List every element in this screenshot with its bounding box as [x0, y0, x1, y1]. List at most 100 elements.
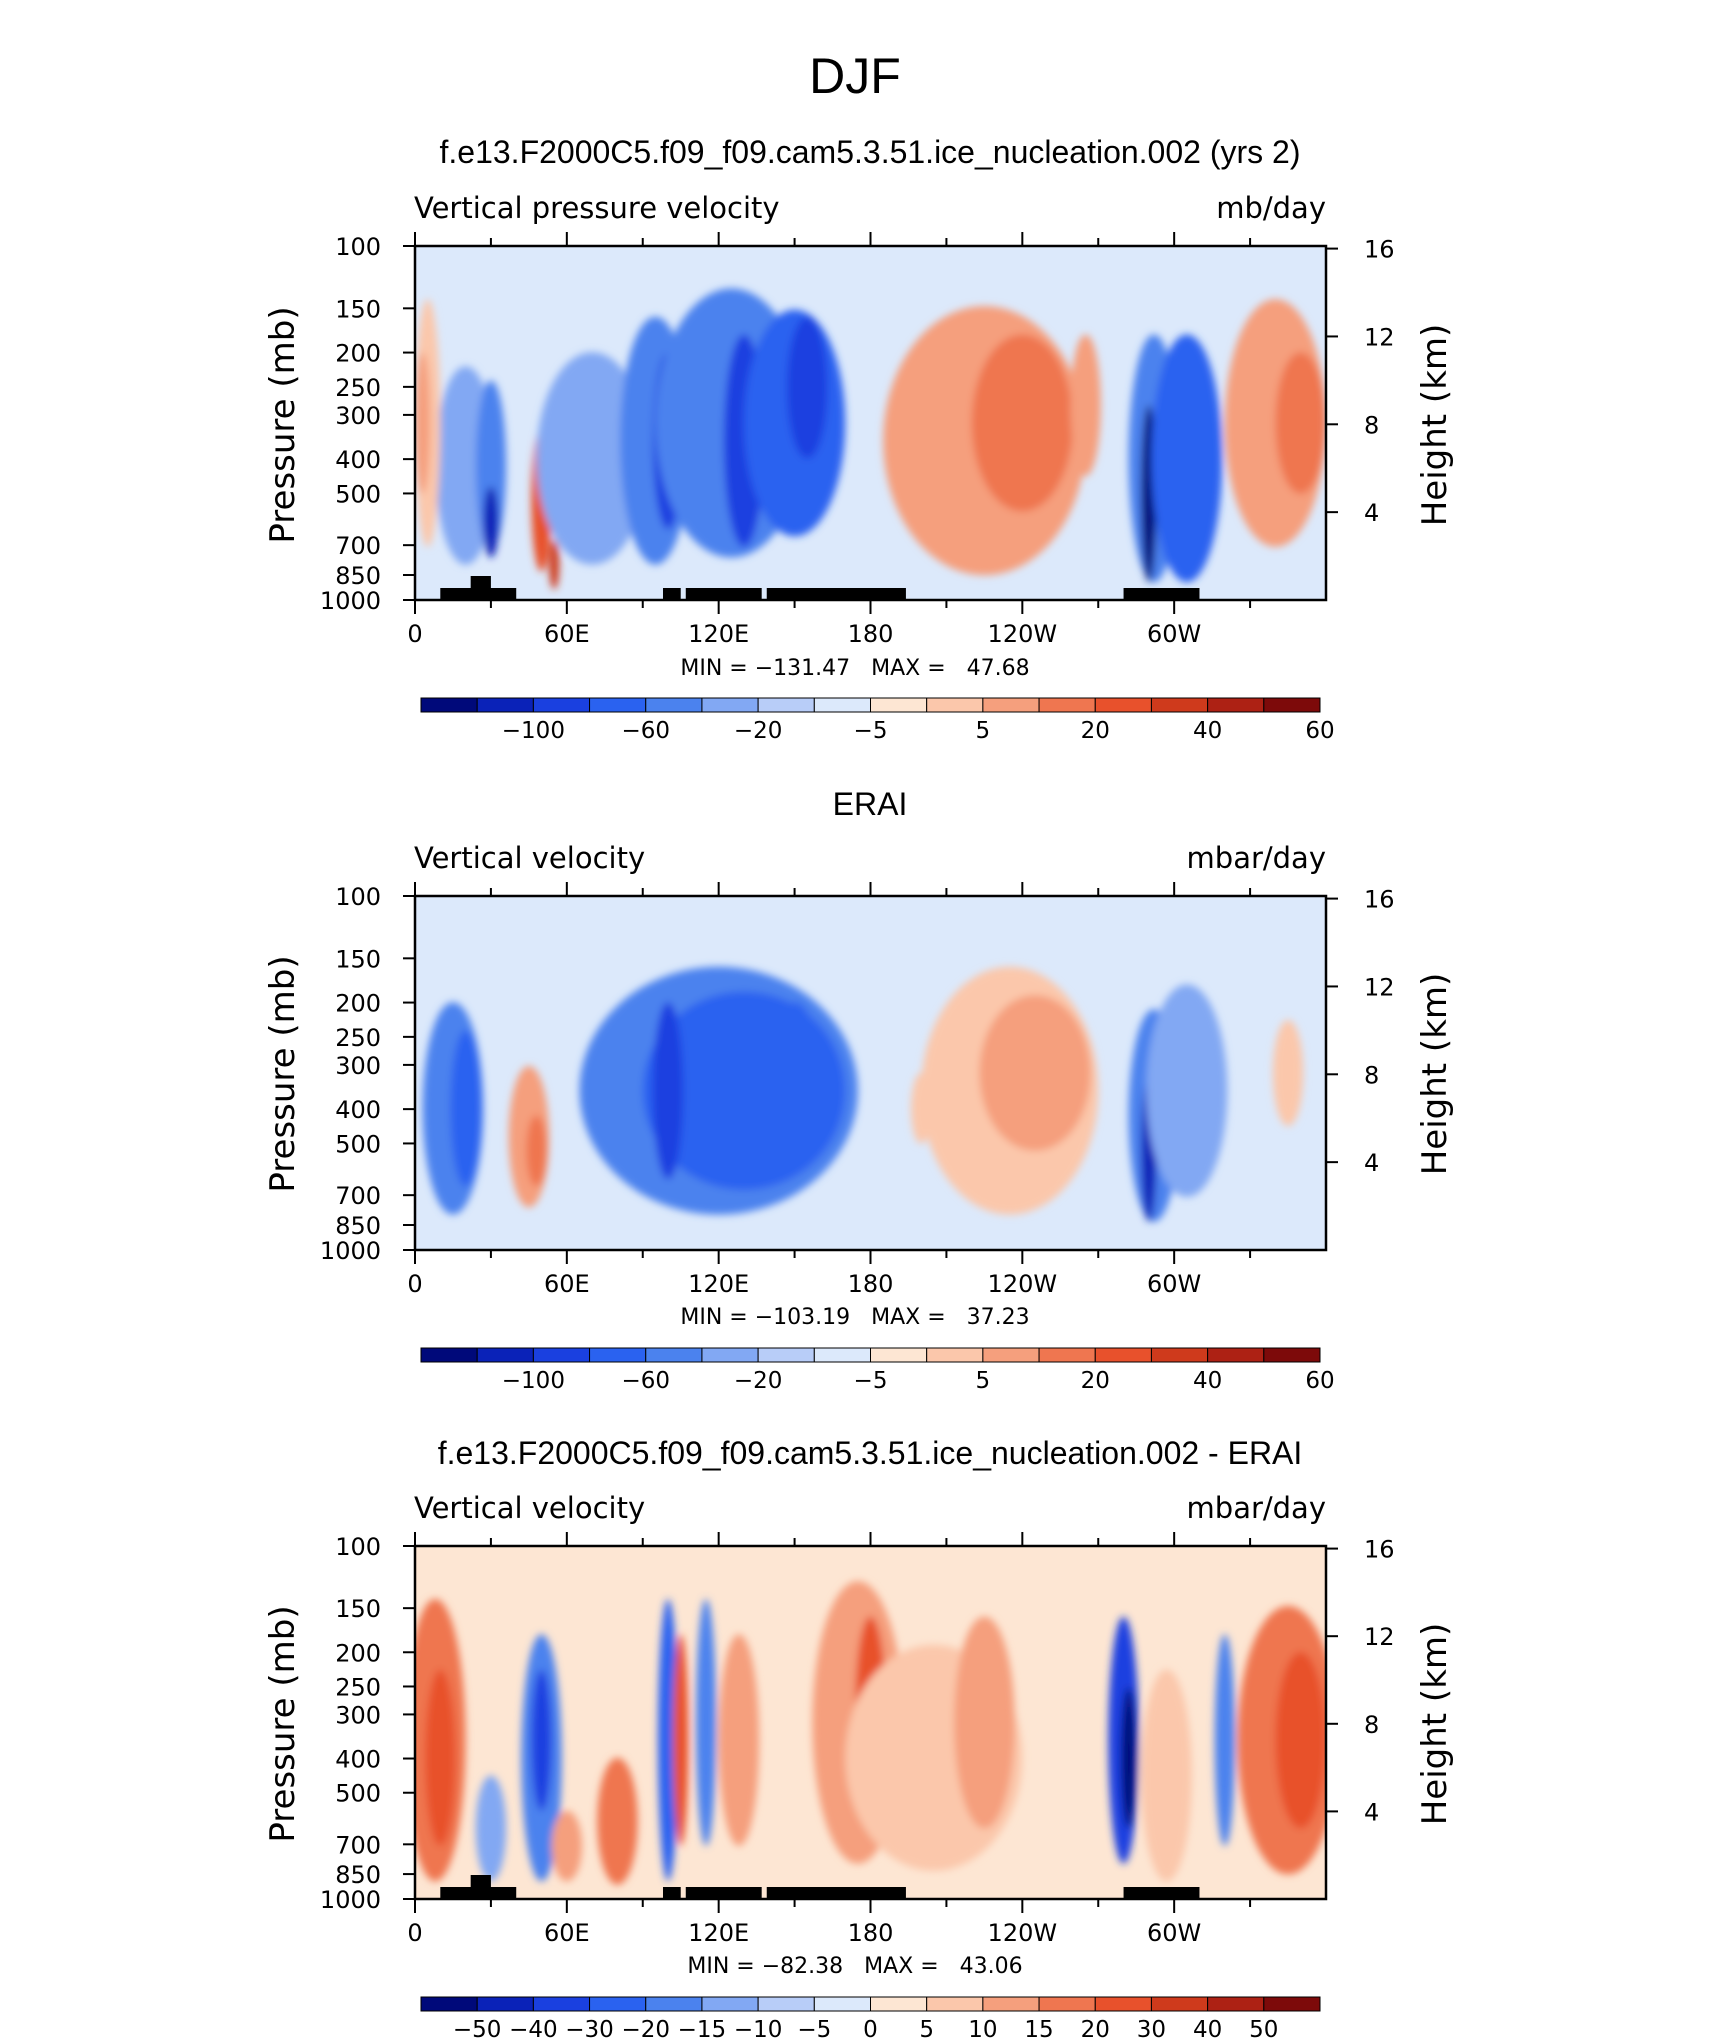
field-contour [549, 539, 560, 590]
colorbar-label: −15 [678, 2017, 727, 2038]
colorbar: −100 −60 −20 −5 5 20 40 60 [420, 1347, 1335, 1394]
colorbar-label: −5 [854, 718, 888, 744]
colorbar-swatch [813, 1996, 871, 2012]
y-tick-label: 700 [335, 1831, 381, 1859]
colorbar-label: −20 [734, 718, 783, 744]
field-contour [954, 1616, 1015, 1829]
y2-axis-label: Height (km) [1415, 1623, 1455, 1826]
y-tick-label: 100 [335, 883, 381, 911]
colorbar-label: 5 [976, 718, 991, 744]
x-tick-label: 60E [544, 620, 590, 648]
y-tick-label: 700 [335, 532, 381, 560]
colorbar-label: −20 [734, 1368, 783, 1394]
colorbar-swatch [701, 1347, 759, 1363]
colorbar-swatch [645, 697, 703, 713]
colorbar-swatch [1038, 697, 1096, 713]
colorbar-swatch [982, 697, 1040, 713]
colorbar-label: 40 [1193, 1368, 1222, 1394]
land-mask [440, 1887, 517, 1899]
field-contour [1151, 334, 1223, 583]
colorbar-swatch [476, 1347, 534, 1363]
field-contour [1121, 1687, 1137, 1829]
variable-label: Vertical velocity [414, 1491, 645, 1525]
field-contour [425, 1669, 456, 1847]
y2-tick-label: 12 [1364, 973, 1395, 1001]
colorbar-swatch [1038, 1996, 1096, 2012]
y2-tick-label: 4 [1364, 499, 1379, 527]
y-tick-label: 500 [335, 1780, 381, 1808]
field-contour [1214, 1634, 1235, 1847]
colorbar-swatch [1094, 697, 1152, 713]
colorbar-label: 5 [976, 1368, 991, 1394]
colorbar-swatch [1038, 1347, 1096, 1363]
field-contour [475, 380, 507, 551]
colorbar-label: 60 [1305, 1368, 1334, 1394]
field-contour [450, 1030, 481, 1187]
colorbar-label: 10 [968, 2017, 997, 2038]
colorbar-label: 20 [1081, 1368, 1110, 1394]
y-tick-label: 200 [335, 990, 381, 1018]
colorbar-swatch [645, 1996, 703, 2012]
land-mask [685, 1887, 762, 1899]
y-tick-label: 850 [335, 1861, 381, 1889]
colorbar-label: −100 [502, 718, 565, 744]
colorbar-swatch [982, 1996, 1040, 2012]
min-max-stats: MIN = −103.19 MAX = 37.23 [680, 1305, 1029, 1330]
y2-tick-label: 8 [1364, 411, 1379, 439]
panel-3: f.e13.F2000C5.f09_f09.cam5.3.51.ice_nucl… [263, 1435, 1455, 2038]
field-contour [536, 352, 648, 565]
units-label: mb/day [1216, 191, 1326, 225]
land-mask [766, 588, 906, 600]
y2-tick-label: 16 [1364, 236, 1395, 264]
min-max-stats: MIN = −82.38 MAX = 43.06 [687, 1954, 1022, 1979]
x-tick-label: 120E [688, 620, 749, 648]
colorbar-label: −10 [734, 2017, 783, 2038]
land-mask [470, 576, 491, 590]
colorbar-swatch [589, 1347, 647, 1363]
land-mask [685, 588, 762, 600]
x-ticks: 0 60E 120E 180 120W 60W [407, 882, 1252, 1298]
x-tick-label: 180 [848, 620, 894, 648]
x-tick-label: 60W [1147, 1919, 1201, 1947]
x-ticks: 0 60E 120E 180 120W 60W [407, 232, 1252, 648]
colorbar: −100 −60 −20 −5 5 20 40 60 [420, 697, 1335, 744]
colorbar-swatch [1263, 1347, 1321, 1363]
colorbar-swatch [532, 1347, 591, 1363]
field [415, 1546, 1326, 1899]
variable-label: Vertical pressure velocity [414, 191, 780, 225]
y-tick-label: 700 [335, 1182, 381, 1210]
field-contour [415, 352, 431, 494]
colorbar-swatch [1094, 1347, 1152, 1363]
x-tick-label: 120W [988, 1270, 1058, 1298]
colorbar-label: 15 [1024, 2017, 1053, 2038]
colorbar-swatch [532, 1996, 591, 2012]
field-contour [657, 1598, 679, 1882]
x-tick-label: 60E [544, 1270, 590, 1298]
colorbar-label: −40 [509, 2017, 558, 2038]
colorbar-swatch [1207, 697, 1265, 713]
colorbar-swatch [1150, 1996, 1209, 2012]
y-tick-label: 500 [335, 1130, 381, 1158]
colorbar-label: 50 [1249, 2017, 1278, 2038]
field-contour [786, 316, 828, 459]
y2-tick-label: 16 [1364, 886, 1395, 914]
colorbar-label: −20 [621, 2017, 670, 2038]
y2-tick-label: 12 [1364, 323, 1395, 351]
field-contour [769, 1002, 820, 1144]
panel-title: f.e13.F2000C5.f09_f09.cam5.3.51.ice_nucl… [440, 134, 1301, 170]
colorbar-swatch [757, 1347, 815, 1363]
land-mask [662, 1887, 681, 1899]
field-contour [695, 1598, 717, 1847]
x-tick-label: 120E [688, 1919, 749, 1947]
field [415, 246, 1326, 600]
y-tick-label: 300 [335, 402, 381, 430]
field-contour [1275, 1651, 1326, 1829]
field-contour [597, 1757, 638, 1885]
y-axis-label: Pressure (mb) [263, 955, 303, 1192]
colorbar-label: 40 [1193, 718, 1222, 744]
colorbar-swatch [813, 697, 871, 713]
y-tick-label: 150 [335, 1595, 381, 1623]
units-label: mbar/day [1187, 841, 1326, 875]
land-mask [662, 588, 681, 600]
